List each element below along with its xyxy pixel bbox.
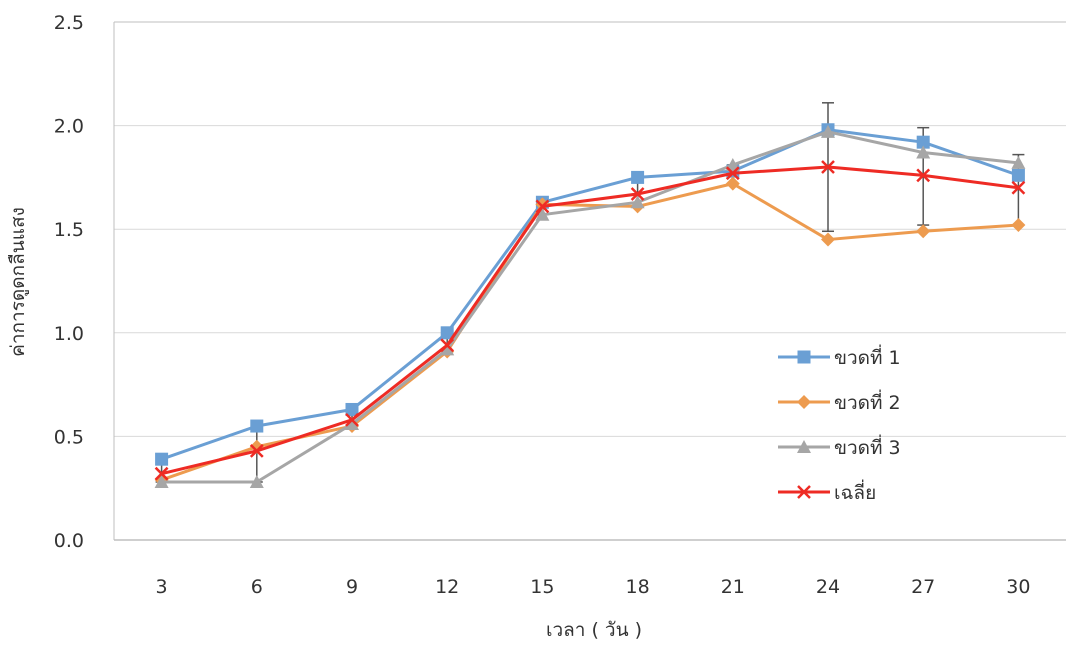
data-point (631, 170, 645, 184)
data-point-stroke (440, 338, 455, 353)
data-point (250, 419, 264, 433)
x-tick-label: 12 (435, 576, 459, 598)
data-point (440, 342, 455, 356)
data-point (821, 232, 835, 247)
y-tick-label: 0.5 (54, 426, 84, 448)
data-point-stroke (630, 187, 645, 201)
y-axis-title: ค่าการดูดกลืนแสง (7, 207, 29, 357)
data-point (916, 145, 931, 159)
legend-item: ขวดที่ 3 (778, 434, 901, 459)
data-point (821, 160, 835, 174)
data-point (345, 412, 359, 427)
legend-swatch-marker (797, 350, 811, 364)
data-point (249, 474, 264, 488)
data-point (725, 166, 740, 181)
data-point (440, 326, 454, 340)
data-point-stroke (154, 466, 169, 481)
data-point-stroke (725, 166, 740, 181)
x-tick-label: 15 (530, 576, 554, 598)
series-line-3 (161, 130, 1019, 484)
data-point-stroke (916, 168, 931, 183)
data-point (154, 466, 169, 481)
legend-item: เฉลี่ย (778, 479, 876, 504)
data-point-stroke (345, 412, 359, 427)
data-point (916, 135, 930, 149)
data-point (916, 168, 931, 183)
legend-swatch-marker (797, 395, 811, 409)
data-point-stroke (821, 160, 835, 174)
legend-item: ขวดที่ 1 (778, 344, 901, 369)
data-point (1011, 155, 1026, 169)
legend-label: เฉลี่ย (834, 479, 876, 504)
data-point (440, 338, 455, 353)
x-tick-label: 27 (911, 576, 935, 598)
y-tick-label: 2.5 (54, 12, 84, 34)
data-point-stroke (1011, 180, 1026, 195)
data-point (1011, 180, 1026, 195)
data-point (725, 157, 740, 171)
y-tick-label: 1.5 (54, 219, 84, 241)
legend-label: ขวดที่ 2 (834, 389, 901, 414)
legend: ขวดที่ 1 ขวดที่ 2 ขวดที่ 3 เฉลี่ย (778, 344, 901, 504)
x-tick-label: 3 (156, 576, 168, 598)
data-point (345, 402, 359, 416)
data-point (345, 416, 359, 430)
data-point (535, 207, 550, 221)
data-point (630, 195, 645, 209)
data-point (630, 187, 645, 201)
data-point (916, 224, 931, 239)
axes: 0.0 0.5 1.0 1.5 2.0 2.5 3 6 9 12 15 18 21 24 27 30 (54, 12, 1066, 598)
legend-swatch-marker (797, 485, 811, 499)
data-point (154, 474, 169, 488)
legend-swatch-marker (797, 440, 811, 453)
series-lines (154, 123, 1026, 488)
data-point-stroke (797, 485, 811, 499)
x-tick-label: 9 (346, 576, 358, 598)
data-point (1011, 218, 1026, 233)
data-point (155, 452, 169, 466)
data-point (725, 176, 740, 191)
x-axis-title: เวลา ( วัน ) (546, 619, 642, 641)
series-line-2 (161, 182, 1019, 482)
legend-item: ขวดที่ 2 (778, 389, 901, 414)
data-point (535, 199, 550, 214)
data-point-stroke (249, 444, 264, 458)
data-point (821, 124, 835, 138)
data-point (1011, 168, 1025, 182)
legend-label: ขวดที่ 3 (834, 434, 901, 459)
error-bars (155, 102, 1025, 483)
y-tick-label: 0.0 (54, 530, 84, 552)
data-point (535, 197, 550, 212)
x-tick-label: 21 (721, 576, 745, 598)
x-tick-label: 30 (1006, 576, 1030, 598)
y-tick-label: 1.0 (54, 323, 84, 345)
data-point-stroke (535, 199, 550, 214)
x-tick-label: 6 (251, 576, 263, 598)
series-line-4 (161, 165, 1019, 476)
data-point (249, 444, 264, 458)
x-tick-label: 18 (626, 576, 650, 598)
y-tick-label: 2.0 (54, 116, 84, 138)
x-tick-label: 24 (816, 576, 840, 598)
series-line-1 (161, 128, 1019, 461)
legend-label: ขวดที่ 1 (834, 344, 901, 369)
